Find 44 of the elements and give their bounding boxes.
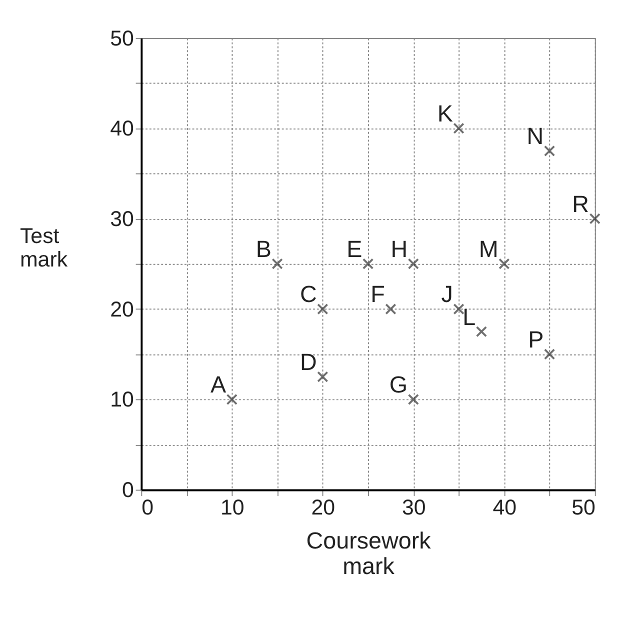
point	[408, 394, 419, 405]
annotation: B	[256, 236, 272, 262]
point	[317, 371, 328, 382]
point	[408, 258, 419, 270]
annotation: K	[437, 100, 454, 127]
y-tick-label: 30	[110, 206, 134, 231]
annotation: M	[478, 236, 498, 262]
point	[453, 122, 464, 134]
annotation: D	[300, 348, 317, 375]
annotation: P	[528, 326, 544, 352]
y-tick-label: 10	[110, 388, 134, 412]
y-tick-label: 0	[122, 478, 134, 502]
point	[362, 258, 374, 270]
point	[544, 348, 556, 360]
x-tick-label: 0	[142, 496, 154, 520]
x-tick-label: 40	[492, 496, 517, 520]
annotation: A	[210, 372, 226, 398]
annotation: R	[572, 190, 590, 217]
point	[272, 258, 283, 270]
x-tick-label: 20	[311, 496, 336, 520]
y-tick-label: 40	[110, 116, 134, 141]
annotation: C	[300, 281, 317, 308]
point	[476, 326, 488, 338]
annotation: N	[526, 123, 544, 150]
annotation: G	[389, 372, 408, 398]
annotation: F	[370, 281, 385, 308]
annotation: H	[390, 236, 408, 262]
annotation: E	[346, 236, 362, 262]
x-axis-title: Coursework mark	[306, 528, 432, 579]
annotation: J	[441, 281, 453, 308]
point	[589, 213, 600, 224]
point	[498, 258, 510, 270]
point	[385, 303, 396, 315]
point	[453, 303, 464, 315]
point	[544, 145, 556, 157]
x-tick-label: 10	[220, 496, 244, 520]
y-axis-title: Test mark	[20, 224, 68, 272]
annotation: L	[462, 304, 476, 330]
y-tick-label: 50	[110, 26, 134, 50]
point	[226, 394, 238, 405]
y-tick-label: 20	[110, 297, 134, 322]
x-tick-label: 30	[402, 496, 426, 520]
point	[317, 303, 328, 315]
x-tick-label: 50	[572, 496, 596, 520]
